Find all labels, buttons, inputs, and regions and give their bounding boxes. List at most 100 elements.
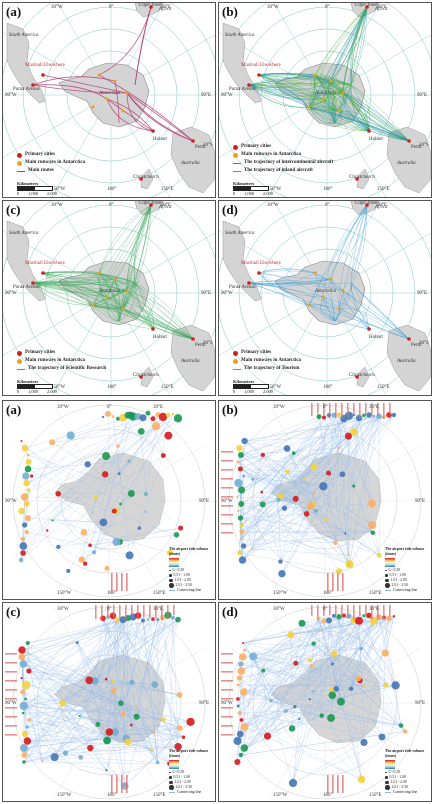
size-class-row: 0.51 - 1.00 [385, 573, 425, 578]
scale-tick: 2,000 [46, 389, 57, 394]
airport-name-tag [311, 605, 313, 616]
airport-node [181, 735, 186, 739]
connecting-edge [236, 496, 350, 565]
connecting-edge [153, 684, 155, 733]
airport-node [116, 444, 120, 448]
runway-marker [337, 307, 341, 311]
new-zealand-landmass [140, 168, 154, 190]
airport-name-tag [121, 775, 123, 793]
flight-route [42, 272, 124, 310]
lon-label-180: 180° [107, 591, 117, 596]
airport-node [239, 718, 244, 722]
flight-route [308, 106, 336, 124]
new-zealand-landmass [140, 366, 154, 388]
airport-name-tag [332, 573, 334, 591]
airport-name-tag [353, 605, 355, 621]
place-christchurch: Christchurch [349, 373, 375, 378]
place-australia: Australia [181, 161, 200, 166]
flight-route [338, 204, 368, 310]
lat-label-30s: 30°S [203, 341, 213, 346]
primary-city-marker [257, 73, 261, 77]
connecting-edge [27, 460, 130, 470]
connecting-edge [241, 414, 330, 526]
connecting-edge [358, 678, 383, 738]
airport-name-tag [221, 653, 233, 655]
airport-node [117, 472, 121, 476]
legend-item: Primary cities [233, 143, 333, 151]
connecting-edge [244, 623, 303, 749]
airport-name-tag [113, 605, 115, 618]
airport-node [238, 752, 243, 758]
primary-city-marker [41, 73, 45, 77]
flight-route [308, 304, 370, 330]
connecting-line-swatch [385, 590, 391, 591]
connecting-edge [321, 616, 395, 716]
connecting-edge [79, 617, 129, 717]
airport-node [293, 660, 299, 666]
size-class-dot [385, 583, 390, 588]
map-canvas [3, 3, 215, 197]
scale-bar: Kilometers 0 1,000 2,000 [17, 181, 57, 196]
airport-node [102, 452, 111, 461]
airport-node [260, 490, 264, 494]
place-christchurch: Christchurch [133, 373, 159, 378]
runway-marker [321, 97, 325, 101]
airport-node [292, 495, 299, 502]
place-perth: Perth [195, 343, 206, 348]
connecting-edge [23, 694, 180, 763]
south-america-landmass [6, 22, 46, 104]
connecting-edge [330, 678, 359, 719]
lon-label-180: 180° [323, 187, 333, 192]
connecting-edge [23, 737, 184, 763]
connecting-edge [270, 700, 322, 716]
airport-node [82, 561, 88, 566]
connecting-edge [241, 431, 355, 505]
connecting-edge [21, 619, 119, 658]
place-south-america: South America [9, 231, 39, 236]
lon-label-90e: 90°E [201, 291, 212, 296]
airport-node [236, 704, 240, 708]
flight-route [118, 282, 136, 322]
primary-city-marker [355, 375, 359, 379]
connecting-edge [238, 415, 365, 484]
connecting-edge [350, 688, 362, 780]
connecting-edge [336, 616, 395, 690]
connecting-edge [286, 448, 350, 565]
airport-node [240, 543, 247, 549]
size-class-dot [169, 583, 174, 588]
airport-name-tag [383, 403, 385, 419]
airport-name-tag [359, 605, 361, 616]
airport-node [135, 708, 138, 711]
legend-item: The trajectory of Scientific Research [17, 365, 106, 373]
airport-name-tag [5, 662, 17, 664]
connecting-edge [333, 414, 373, 504]
connecting-edge [323, 486, 327, 520]
flight-route [314, 74, 336, 124]
inland-route [98, 268, 124, 310]
connecting-edge [284, 485, 354, 509]
legend-label: Primary cities [25, 350, 56, 355]
legend-item: Main runways in Antarctica [17, 357, 106, 365]
graph-canvas [219, 401, 431, 599]
connecting-edge [242, 505, 312, 561]
connecting-edge [313, 467, 373, 526]
scale-bar: Kilometers 0 1,000 2,000 [233, 379, 273, 394]
place-south-america: South America [225, 231, 255, 236]
airport-node [165, 412, 171, 418]
airport-node [178, 525, 184, 531]
flight-route [42, 272, 94, 306]
connecting-edge [28, 670, 179, 747]
airport-name-tag [5, 716, 17, 718]
flight-route [322, 296, 336, 322]
airport-name-tag [111, 775, 113, 793]
airport-name-tag [155, 605, 157, 619]
airport-name-tag [221, 532, 233, 534]
map-panel-d: 30°W 0° 30°E 90°W 90°E 150°W 180° 150°E 30°S Cape… [218, 200, 432, 396]
connecting-edge [241, 503, 315, 540]
flight-route [32, 278, 116, 284]
inland-route [122, 282, 136, 312]
airport-node [326, 470, 332, 476]
connecting-edge [244, 440, 288, 449]
size-class-dot [385, 785, 390, 790]
connecting-line-legend: Connecting line [385, 790, 425, 795]
